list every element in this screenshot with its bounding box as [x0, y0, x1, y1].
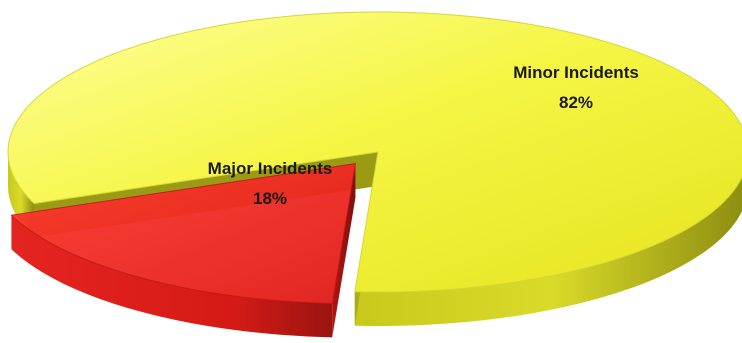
major-incidents-percent: 18%	[253, 189, 287, 208]
major-incidents-label: Major Incidents	[208, 159, 333, 178]
pie-slices	[7, 11, 742, 338]
major-slice-side	[11, 215, 333, 338]
major-incidents-slice	[10, 163, 357, 304]
minor-incidents-label: Minor Incidents	[513, 63, 639, 82]
pie-labels: Minor Incidents 82% Major Incidents 18%	[208, 63, 639, 208]
major-slice-cut-face	[332, 163, 356, 338]
minor-incidents-percent: 82%	[559, 93, 593, 112]
minor-slice-side-right	[354, 177, 742, 326]
minor-incidents-slice	[7, 11, 742, 293]
